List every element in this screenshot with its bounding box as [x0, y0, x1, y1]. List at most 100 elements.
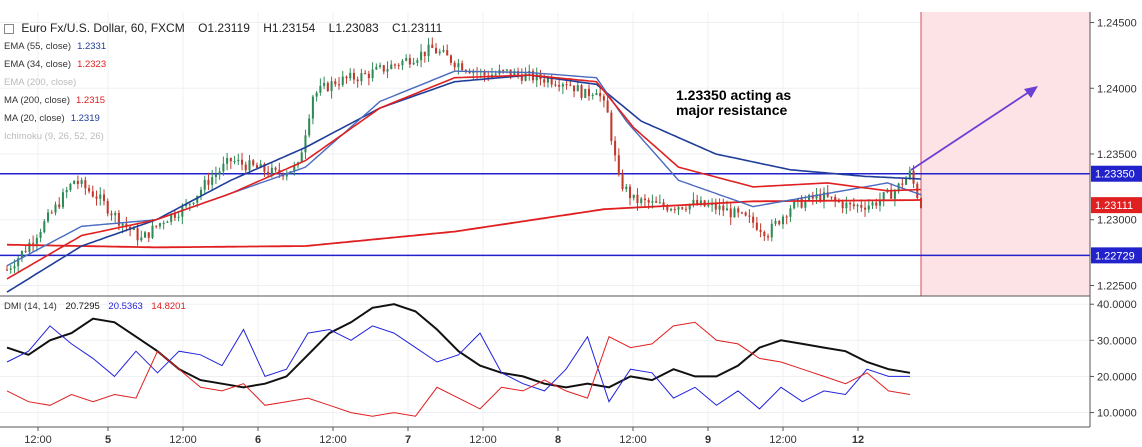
time-tick-label: 12:00	[469, 434, 497, 446]
candle-body	[662, 202, 665, 207]
candle-body	[778, 221, 781, 225]
candle-body	[73, 180, 76, 184]
collapse-square-icon[interactable]	[4, 23, 14, 34]
indicator-legend-item[interactable]: EMA (200, close)	[4, 77, 76, 88]
candle-body	[20, 251, 23, 259]
ohlc-open: O1.23119	[198, 21, 250, 35]
candle-body	[815, 194, 818, 199]
indicator-legend-item[interactable]: MA (20, close) 1.2319	[4, 113, 100, 124]
price-tag-box	[1091, 247, 1142, 264]
candle-body	[457, 63, 460, 68]
candle-body	[349, 72, 352, 79]
candle-body	[397, 65, 400, 67]
candle-body	[390, 64, 393, 70]
candle-body	[737, 208, 740, 213]
indicator-label: EMA (200, close)	[4, 77, 77, 88]
candle-body	[162, 222, 165, 224]
candle-body	[267, 171, 270, 175]
candle-body	[748, 215, 751, 217]
candle-body	[170, 213, 173, 222]
time-tick-label: 12:00	[769, 434, 797, 446]
candle-body	[76, 180, 79, 184]
dmi-tick-label: 20.0000	[1097, 371, 1137, 383]
indicator-label: EMA (55, close)	[4, 41, 72, 52]
candle-body	[845, 202, 848, 209]
candle-body	[684, 208, 687, 210]
candle-body	[102, 194, 106, 202]
candle-body	[69, 183, 72, 191]
candle-body	[882, 192, 885, 200]
candle-body	[270, 167, 273, 175]
candle-body	[181, 205, 184, 217]
candle-body	[785, 216, 788, 218]
candle-body	[625, 186, 628, 190]
ohlc-close: C1.23111	[392, 21, 443, 35]
candle-body	[218, 171, 221, 175]
indicator-legend-item[interactable]: Ichimoku (9, 26, 52, 26)	[4, 131, 104, 142]
candle-body	[714, 203, 717, 210]
candle-body	[80, 180, 83, 184]
candle-body	[800, 198, 803, 208]
candle-body	[110, 213, 113, 216]
candle-body	[132, 228, 135, 230]
indicator-legend-item[interactable]: EMA (34, close) 1.2323	[4, 59, 106, 70]
candle-body	[151, 225, 154, 238]
candle-body	[226, 158, 229, 164]
candle-body	[35, 237, 38, 244]
forecast-zone	[921, 12, 1090, 296]
candle-body	[255, 165, 258, 168]
candle-body	[185, 204, 188, 206]
ma200-line	[6, 199, 921, 249]
candle-body	[614, 140, 617, 156]
candle-body	[468, 71, 471, 74]
candle-body	[670, 208, 673, 211]
candle-body	[729, 208, 732, 218]
candle-body	[364, 73, 367, 75]
candle-body	[166, 221, 169, 223]
candle-body	[711, 203, 714, 205]
projection-arrow-head	[1024, 86, 1038, 98]
candle-body	[621, 174, 624, 190]
candle-body	[793, 200, 796, 209]
candle-body	[834, 197, 837, 201]
candle-body	[308, 118, 311, 136]
candle-body	[158, 223, 161, 227]
candle-body	[696, 199, 699, 205]
candle-body	[345, 76, 348, 79]
candle-body	[188, 203, 191, 205]
candle-body	[573, 85, 576, 92]
candle-body	[229, 158, 232, 162]
time-tick-label: 5	[105, 434, 111, 446]
indicator-label: MA (200, close)	[4, 95, 70, 106]
resistance-annotation: 1.23350 acting as major resistance	[676, 87, 792, 118]
candle-body	[569, 84, 572, 86]
candle-body	[65, 190, 68, 193]
candle-body	[755, 222, 758, 230]
candle-body	[901, 183, 904, 185]
dmi-plus-di-value: 20.5363	[108, 301, 143, 312]
candle-body	[602, 96, 605, 101]
indicator-legend-item[interactable]: EMA (55, close) 1.2331	[4, 41, 106, 52]
candle-body	[852, 204, 855, 207]
candle-body	[24, 251, 27, 253]
dmi-tick-label: 40.0000	[1097, 299, 1137, 311]
candle-body	[688, 204, 691, 210]
candle-body	[431, 44, 434, 48]
candle-body	[864, 207, 867, 210]
price-tick-label: 1.24500	[1097, 18, 1137, 30]
candle-body	[423, 51, 426, 57]
candle-body	[375, 66, 378, 70]
indicator-legend-item[interactable]: MA (200, close) 1.2315	[4, 95, 105, 106]
candle-body	[438, 51, 441, 54]
candle-body	[513, 71, 516, 76]
candle-body	[849, 202, 852, 205]
dmi-label: DMI (14, 14)	[4, 301, 57, 312]
indicator-label: MA (20, close)	[4, 113, 65, 124]
candle-body	[763, 231, 766, 237]
price-tag-box	[1091, 197, 1142, 214]
candle-body	[647, 200, 650, 203]
candle-body	[416, 60, 419, 63]
candle-body	[841, 201, 844, 209]
price-tick-label: 1.24000	[1097, 83, 1137, 95]
candle-body	[95, 196, 98, 199]
